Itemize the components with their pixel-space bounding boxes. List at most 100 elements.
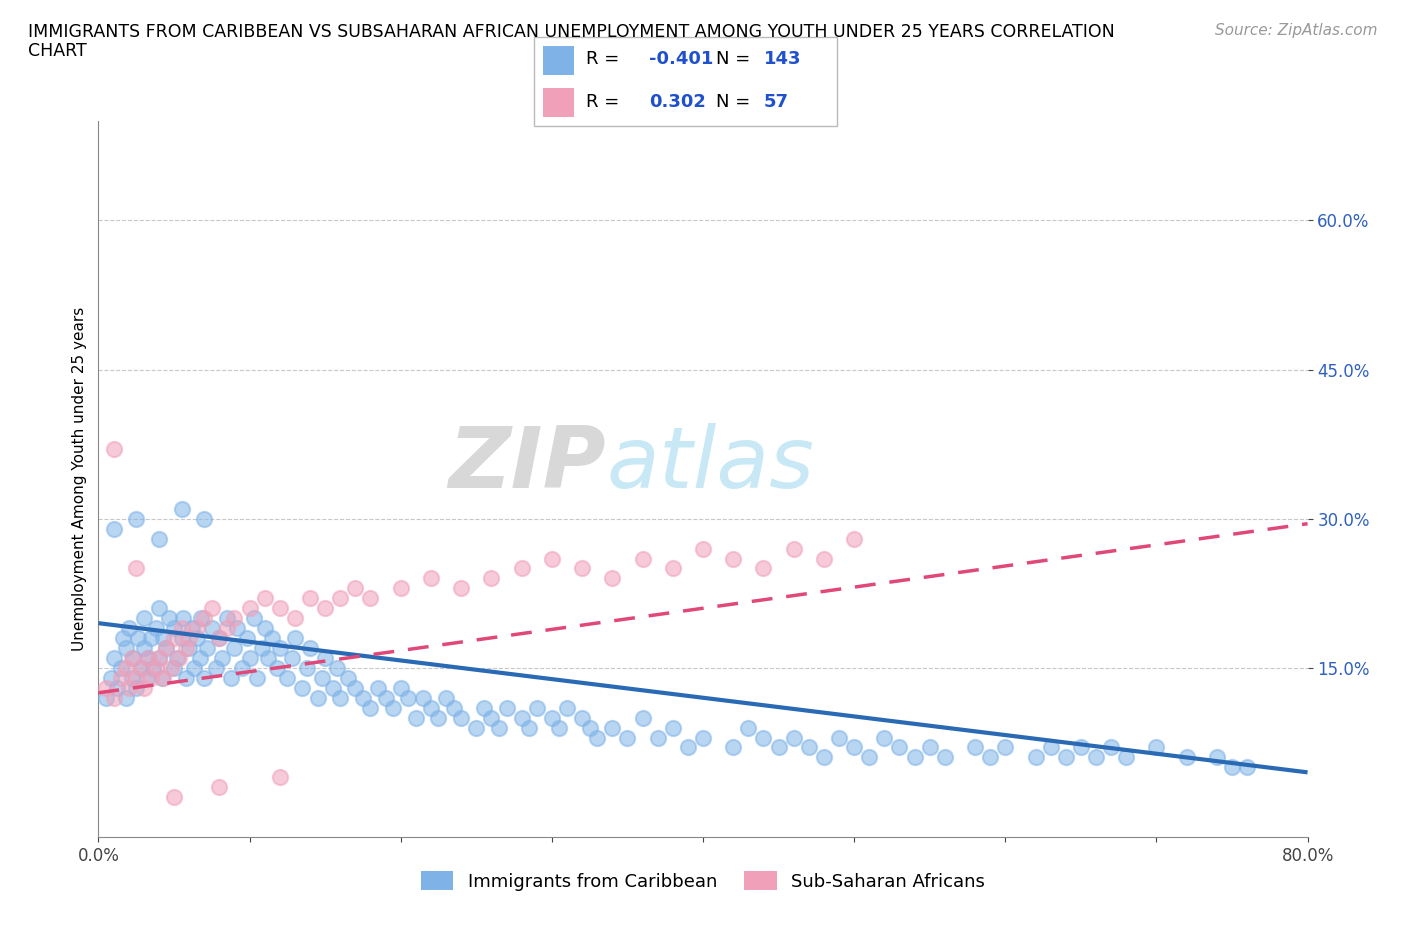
Point — [858, 750, 880, 764]
Point — [114, 641, 136, 656]
Point — [179, 641, 201, 656]
Point — [692, 541, 714, 556]
Point — [155, 641, 177, 656]
Point — [105, 681, 128, 696]
Point — [344, 681, 367, 696]
FancyBboxPatch shape — [543, 46, 574, 75]
Point — [299, 641, 322, 656]
Point — [1099, 740, 1122, 755]
Point — [472, 700, 495, 715]
Point — [737, 720, 759, 735]
Point — [510, 711, 533, 725]
Point — [129, 660, 152, 675]
Point — [783, 541, 806, 556]
Point — [163, 790, 186, 804]
Point — [129, 660, 152, 675]
Point — [114, 690, 136, 705]
Point — [269, 770, 291, 785]
Text: N =: N = — [716, 93, 749, 111]
Point — [136, 651, 159, 666]
Point — [329, 690, 352, 705]
Point — [602, 571, 624, 586]
Point — [676, 740, 699, 755]
Point — [1115, 750, 1137, 764]
Point — [602, 720, 624, 735]
Point — [450, 711, 472, 725]
Point — [360, 700, 382, 715]
Point — [150, 671, 173, 685]
Point — [163, 620, 186, 635]
Point — [121, 671, 143, 685]
Point — [159, 611, 181, 626]
Point — [262, 631, 284, 645]
Point — [269, 641, 291, 656]
Point — [193, 671, 215, 685]
Text: 0.302: 0.302 — [650, 93, 706, 111]
Text: ZIP: ZIP — [449, 423, 606, 506]
Point — [281, 651, 304, 666]
Point — [434, 690, 457, 705]
Point — [295, 660, 318, 675]
Point — [266, 660, 288, 675]
Point — [136, 651, 159, 666]
Point — [111, 631, 134, 645]
Point — [360, 591, 382, 605]
Point — [918, 740, 941, 755]
Point — [344, 581, 367, 596]
Point — [314, 651, 336, 666]
Point — [571, 711, 593, 725]
Point — [250, 641, 273, 656]
Point — [193, 512, 215, 526]
Point — [299, 591, 322, 605]
Legend: Immigrants from Caribbean, Sub-Saharan Africans: Immigrants from Caribbean, Sub-Saharan A… — [412, 862, 994, 899]
Point — [979, 750, 1001, 764]
Point — [1175, 750, 1198, 764]
Point — [540, 711, 562, 725]
Point — [208, 780, 231, 795]
Y-axis label: Unemployment Among Youth under 25 years: Unemployment Among Youth under 25 years — [72, 307, 87, 651]
Point — [141, 671, 163, 685]
Point — [828, 730, 851, 745]
Point — [186, 620, 208, 635]
Point — [322, 681, 344, 696]
Text: IMMIGRANTS FROM CARIBBEAN VS SUBSAHARAN AFRICAN UNEMPLOYMENT AMONG YOUTH UNDER 2: IMMIGRANTS FROM CARIBBEAN VS SUBSAHARAN … — [28, 23, 1115, 41]
Point — [103, 442, 125, 457]
Point — [616, 730, 638, 745]
Point — [179, 631, 201, 645]
Point — [166, 651, 188, 666]
Point — [647, 730, 669, 745]
Point — [578, 720, 600, 735]
Point — [103, 651, 125, 666]
Point — [510, 561, 533, 576]
Point — [548, 720, 571, 735]
Text: atlas: atlas — [606, 423, 814, 506]
Text: -0.401: -0.401 — [650, 50, 713, 68]
Point — [243, 611, 266, 626]
Point — [145, 660, 167, 675]
Point — [215, 620, 238, 635]
Point — [239, 651, 262, 666]
Point — [163, 631, 186, 645]
Point — [132, 641, 155, 656]
Point — [465, 720, 488, 735]
Text: R =: R = — [586, 50, 619, 68]
Point — [873, 730, 896, 745]
Point — [135, 671, 157, 685]
Point — [752, 561, 775, 576]
Point — [172, 611, 194, 626]
Point — [994, 740, 1017, 755]
Point — [125, 681, 148, 696]
Point — [314, 601, 336, 616]
Point — [181, 620, 204, 635]
Point — [586, 730, 609, 745]
Point — [253, 591, 276, 605]
Point — [121, 651, 143, 666]
Point — [389, 681, 412, 696]
Point — [94, 681, 117, 696]
Point — [1236, 760, 1258, 775]
Point — [443, 700, 465, 715]
Point — [311, 671, 333, 685]
Point — [231, 660, 253, 675]
Point — [114, 660, 136, 675]
Point — [427, 711, 450, 725]
